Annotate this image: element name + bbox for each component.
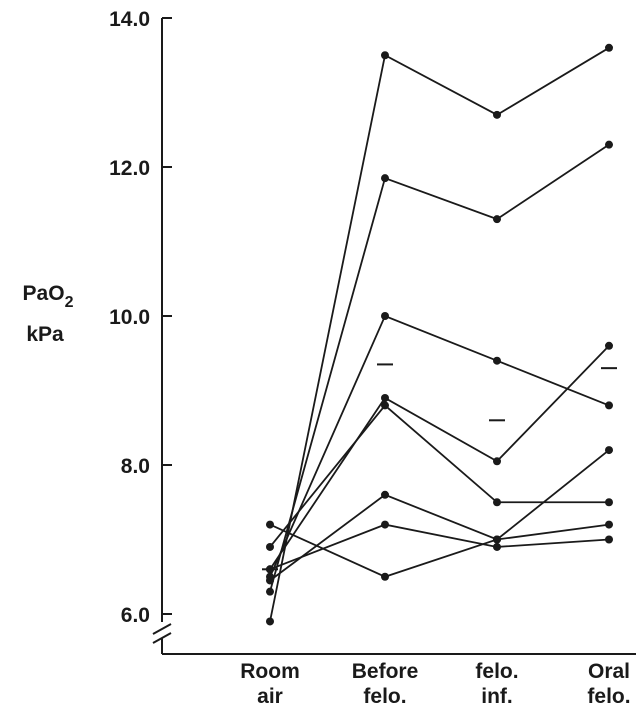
x-label-line2: air bbox=[257, 685, 283, 708]
data-point bbox=[266, 520, 274, 529]
data-point bbox=[381, 174, 389, 183]
y-tick-label: 10.0 bbox=[109, 306, 150, 329]
data-point bbox=[381, 572, 389, 581]
data-point bbox=[381, 401, 389, 410]
svg-text:PaO2: PaO2 bbox=[23, 282, 74, 311]
data-point bbox=[266, 542, 274, 551]
data-point bbox=[493, 498, 501, 507]
series-lines bbox=[269, 47, 610, 622]
series-line bbox=[269, 143, 610, 592]
data-point bbox=[605, 498, 613, 507]
data-point bbox=[605, 43, 613, 52]
data-point bbox=[266, 617, 274, 626]
x-label-line2: felo. bbox=[587, 685, 630, 708]
x-label-line2: felo. bbox=[363, 685, 406, 708]
data-point bbox=[605, 341, 613, 350]
y-axis-label: PaO2 kPa bbox=[23, 282, 74, 346]
data-point bbox=[493, 457, 501, 466]
y-axis-label-unit: kPa bbox=[26, 323, 64, 346]
x-label-line2: inf. bbox=[481, 685, 513, 708]
data-point bbox=[381, 312, 389, 320]
y-tick-label: 12.0 bbox=[109, 157, 150, 180]
data-point bbox=[605, 401, 613, 410]
series-line bbox=[269, 314, 610, 578]
y-tick-label: 8.0 bbox=[121, 455, 150, 478]
series-line bbox=[269, 345, 610, 570]
data-point bbox=[381, 490, 389, 499]
x-label-line1: Before bbox=[352, 660, 419, 683]
data-point bbox=[266, 576, 274, 585]
data-point bbox=[266, 587, 274, 596]
data-point bbox=[493, 535, 501, 544]
y-tick-label: 6.0 bbox=[121, 604, 150, 627]
data-point bbox=[266, 565, 274, 574]
series-line bbox=[269, 493, 610, 582]
x-label-line1: Room bbox=[240, 660, 300, 683]
data-point bbox=[381, 393, 389, 402]
x-label-line1: felo. bbox=[475, 660, 518, 683]
y-axis-label-subscript: 2 bbox=[65, 294, 74, 311]
data-point bbox=[605, 535, 613, 544]
y-tick-label: 14.0 bbox=[109, 8, 150, 31]
x-label-line1: Oral bbox=[588, 660, 630, 683]
y-axis bbox=[152, 18, 172, 654]
data-point bbox=[493, 356, 501, 365]
data-point bbox=[381, 51, 389, 60]
series-line bbox=[269, 47, 610, 622]
data-point bbox=[493, 542, 501, 551]
data-point bbox=[605, 140, 613, 149]
data-point bbox=[605, 446, 613, 455]
data-point bbox=[381, 520, 389, 529]
y-axis-label-main: PaO bbox=[23, 282, 65, 305]
series-line bbox=[269, 404, 609, 548]
series-line bbox=[269, 449, 610, 578]
data-point bbox=[493, 215, 501, 224]
data-points bbox=[266, 43, 613, 626]
series-line bbox=[269, 523, 610, 571]
y-ticks: 6.0 8.0 10.0 12.0 14.0 bbox=[109, 8, 172, 627]
data-point bbox=[493, 110, 501, 119]
data-point bbox=[605, 520, 613, 529]
